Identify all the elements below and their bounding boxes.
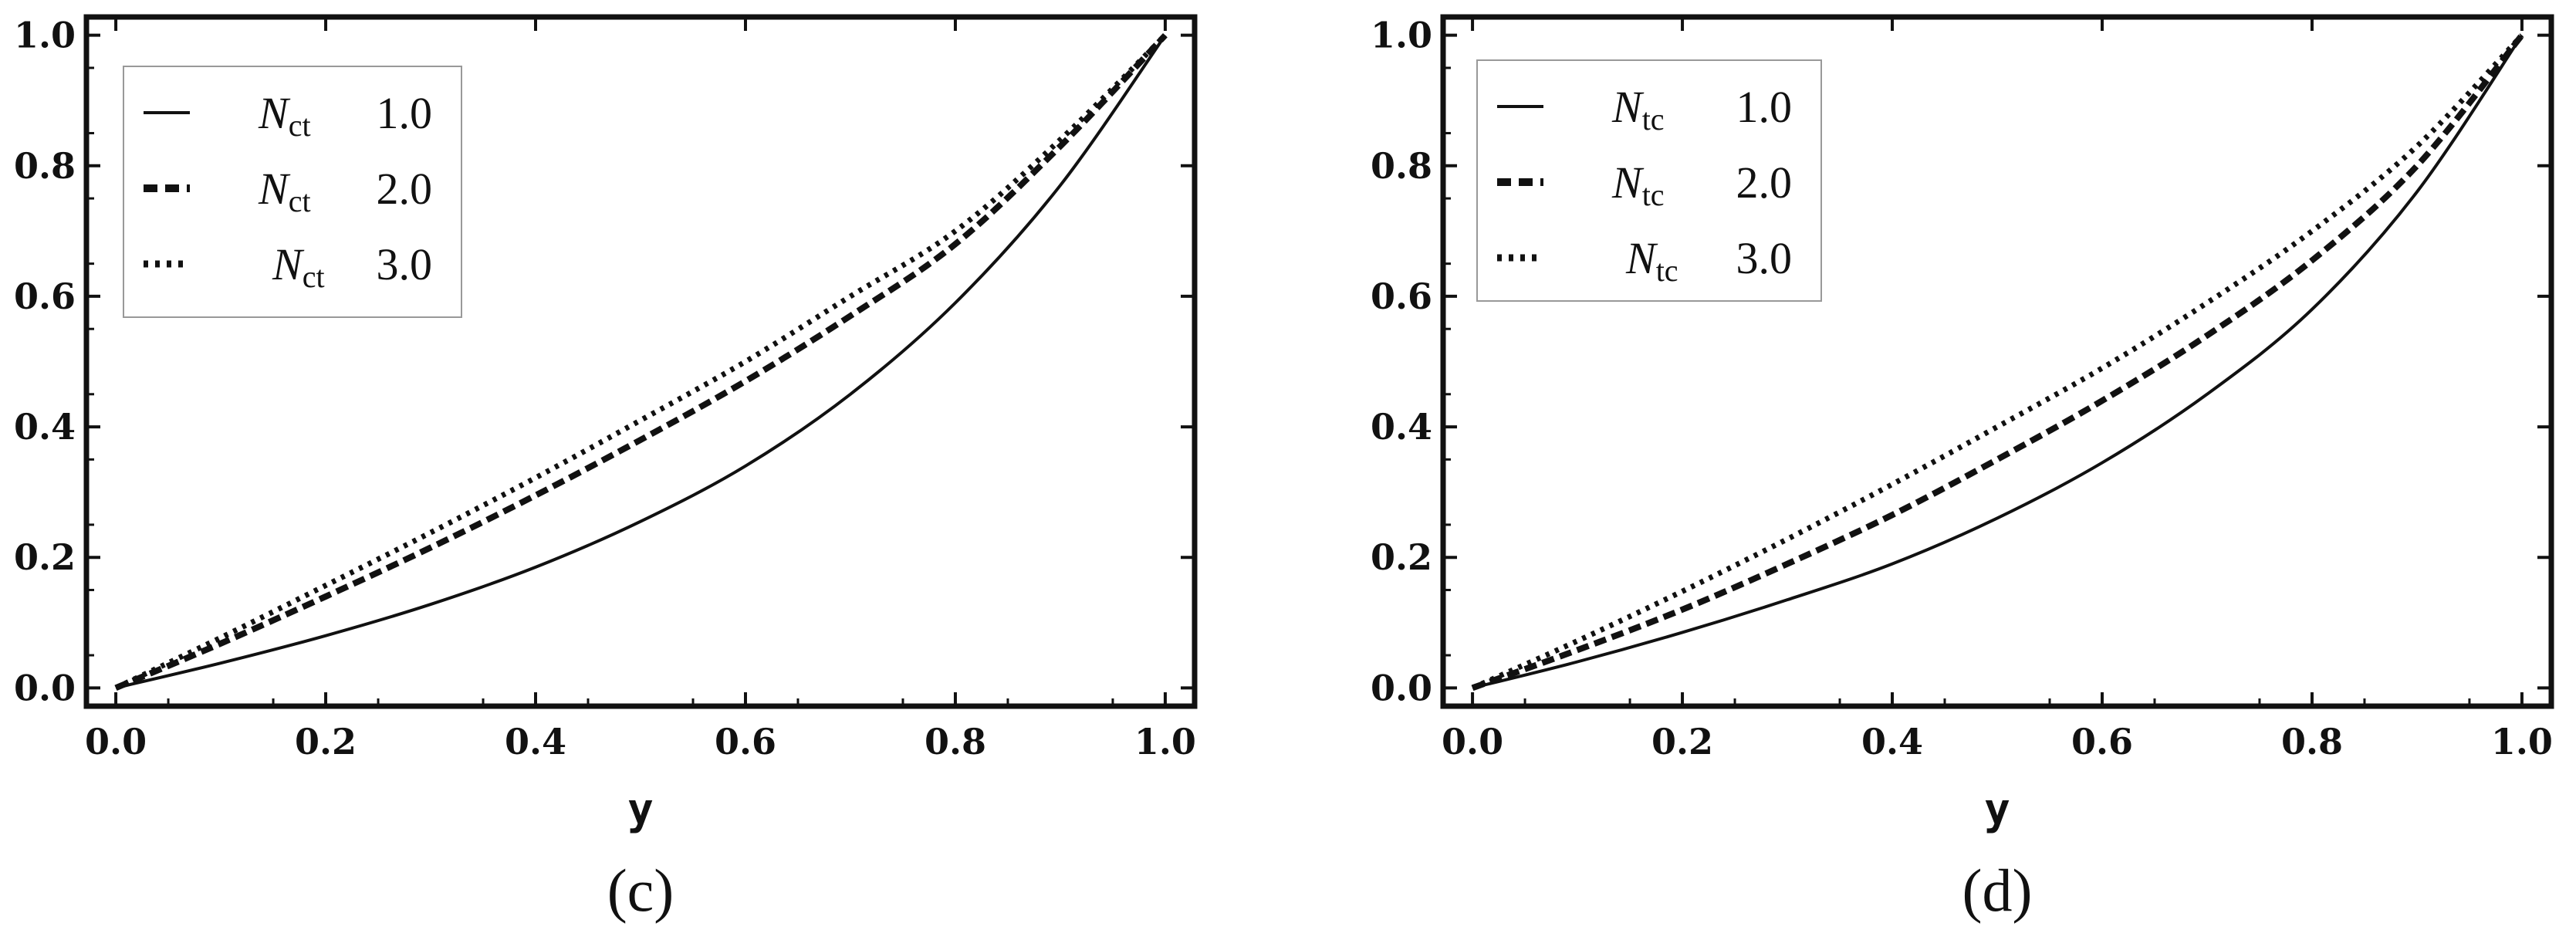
- legend-box: [123, 66, 462, 318]
- x-tick-label: 1.0: [2491, 721, 2553, 762]
- legend-label: Nct: [272, 239, 325, 294]
- plot-frame: [1440, 14, 2554, 709]
- x-tick-label: 0.0: [1442, 721, 1503, 762]
- y-tick-label: 1.0: [14, 15, 76, 56]
- chart-panel-2: 0.0 0.2 0.4 0.6 0.8 1.0 0.0 0.2 0.4 0.6 0.8 1.0 Ntc 1…: [1371, 14, 2554, 924]
- x-tick-label: 0.2: [1651, 721, 1713, 762]
- legend-value: 2.0: [377, 164, 433, 214]
- legend-label: Nct: [258, 88, 311, 143]
- legend: Ntc 1.0 Ntc 2.0 Ntc 3.0: [1476, 59, 1822, 302]
- series-line-solid: [115, 34, 1167, 690]
- y-tick-label: 0.4: [14, 406, 76, 448]
- y-tick-label: 0.8: [1371, 145, 1432, 187]
- legend-value: 1.0: [377, 88, 433, 138]
- plot-frame: [83, 14, 1198, 709]
- legend: Nct 1.0 Nct 2.0 Nct 3.0: [123, 66, 462, 318]
- x-tick-label: 0.2: [295, 721, 357, 762]
- x-axis-label: y: [627, 785, 654, 835]
- x-tick-label: 0.4: [505, 721, 566, 762]
- x-tick-label: 0.8: [2281, 721, 2343, 762]
- y-tick-label: 1.0: [1371, 15, 1432, 56]
- y-tick-label: 0.6: [1371, 276, 1432, 317]
- y-tick-label: 0.8: [14, 145, 76, 187]
- series-line-solid: [1472, 34, 2524, 690]
- series-line-dashed: [114, 32, 1168, 691]
- y-tick-label: 0.0: [14, 667, 76, 708]
- panel-label: (c): [607, 857, 674, 924]
- x-tick-label: 0.6: [2071, 721, 2133, 762]
- x-tick-label: 0.4: [1861, 721, 1923, 762]
- x-axis-label: y: [1984, 785, 2010, 835]
- y-tick-label: 0.2: [14, 536, 76, 578]
- panel-label: (d): [1962, 857, 2033, 924]
- legend-label: Ntc: [1611, 82, 1665, 137]
- legend-value: 1.0: [1736, 82, 1793, 132]
- legend-value: 3.0: [377, 239, 433, 289]
- legend-label: Ntc: [1625, 233, 1678, 288]
- y-tick-label: 0.0: [1371, 667, 1432, 708]
- y-tick-label: 0.6: [14, 276, 76, 317]
- y-tick-label: 0.4: [1371, 406, 1432, 448]
- y-tick-label: 0.2: [1371, 536, 1432, 578]
- chart-panel-1: 0.0 0.2 0.4 0.6 0.8 1.0 0.0 0.2 0.4 0.6 0.8 1.0 Nct 1…: [14, 14, 1198, 924]
- legend-label: Nct: [258, 164, 311, 218]
- legend-value: 3.0: [1736, 233, 1793, 283]
- legend-label: Ntc: [1611, 157, 1665, 212]
- x-tick-label: 1.0: [1134, 721, 1196, 762]
- x-tick-label: 0.8: [925, 721, 986, 762]
- x-tick-label: 0.6: [715, 721, 776, 762]
- x-tick-label: 0.0: [85, 721, 147, 762]
- legend-value: 2.0: [1736, 157, 1793, 208]
- series-line-dashed: [1471, 33, 2525, 691]
